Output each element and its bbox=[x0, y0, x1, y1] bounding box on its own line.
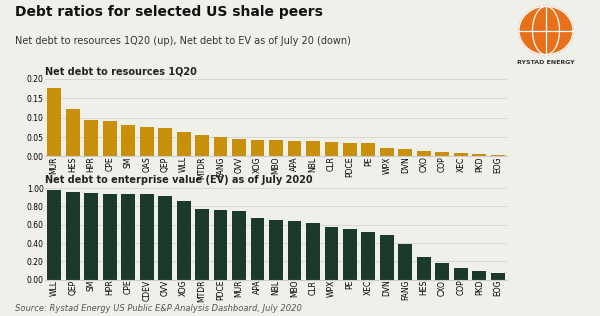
Circle shape bbox=[519, 6, 573, 55]
Text: Net debt to resources 1Q20 (up), Net debt to EV as of July 20 (down): Net debt to resources 1Q20 (up), Net deb… bbox=[15, 36, 351, 46]
Bar bbox=[361, 232, 376, 280]
Text: Net debt to resources 1Q20: Net debt to resources 1Q20 bbox=[45, 66, 197, 76]
Bar bbox=[195, 209, 209, 280]
Text: Net debt to enterprise value (EV) as of July 2020: Net debt to enterprise value (EV) as of … bbox=[45, 175, 313, 185]
Bar bbox=[251, 140, 265, 156]
Bar bbox=[398, 244, 412, 280]
Bar bbox=[269, 140, 283, 156]
Bar bbox=[103, 193, 116, 280]
Bar bbox=[140, 194, 154, 280]
Bar bbox=[214, 137, 227, 156]
Bar bbox=[251, 218, 265, 280]
Bar bbox=[436, 263, 449, 280]
Bar bbox=[121, 194, 135, 280]
Bar bbox=[84, 193, 98, 280]
Bar bbox=[380, 148, 394, 156]
Bar bbox=[103, 121, 116, 156]
Bar bbox=[361, 143, 376, 156]
Bar bbox=[232, 211, 246, 280]
Bar bbox=[195, 135, 209, 156]
Bar bbox=[325, 228, 338, 280]
Bar bbox=[436, 152, 449, 156]
Bar bbox=[66, 109, 80, 156]
Bar bbox=[472, 155, 486, 156]
Bar bbox=[47, 88, 61, 156]
Bar bbox=[287, 141, 301, 156]
Bar bbox=[343, 229, 357, 280]
Bar bbox=[472, 271, 486, 280]
Bar bbox=[269, 220, 283, 280]
Text: Source: Rystad Energy US Public E&P Analysis Dashboard, July 2020: Source: Rystad Energy US Public E&P Anal… bbox=[15, 304, 302, 313]
Bar bbox=[417, 151, 431, 156]
Bar bbox=[176, 132, 191, 156]
Bar bbox=[380, 235, 394, 280]
Bar bbox=[306, 223, 320, 280]
Bar bbox=[306, 141, 320, 156]
Bar bbox=[158, 128, 172, 156]
Bar bbox=[491, 273, 505, 280]
Bar bbox=[232, 139, 246, 156]
Bar bbox=[417, 257, 431, 280]
Bar bbox=[454, 153, 468, 156]
Bar bbox=[158, 196, 172, 280]
Bar bbox=[121, 125, 135, 156]
Bar bbox=[84, 120, 98, 156]
Bar bbox=[325, 142, 338, 156]
Bar bbox=[491, 155, 505, 156]
Bar bbox=[343, 143, 357, 156]
Text: RYSTAD ENERGY: RYSTAD ENERGY bbox=[517, 60, 575, 65]
Bar bbox=[398, 149, 412, 156]
Bar bbox=[140, 127, 154, 156]
Bar bbox=[214, 210, 227, 280]
Bar bbox=[47, 190, 61, 280]
Bar bbox=[176, 201, 191, 280]
Bar bbox=[287, 221, 301, 280]
Text: Debt ratios for selected US shale peers: Debt ratios for selected US shale peers bbox=[15, 5, 323, 19]
Bar bbox=[454, 268, 468, 280]
Bar bbox=[66, 192, 80, 280]
